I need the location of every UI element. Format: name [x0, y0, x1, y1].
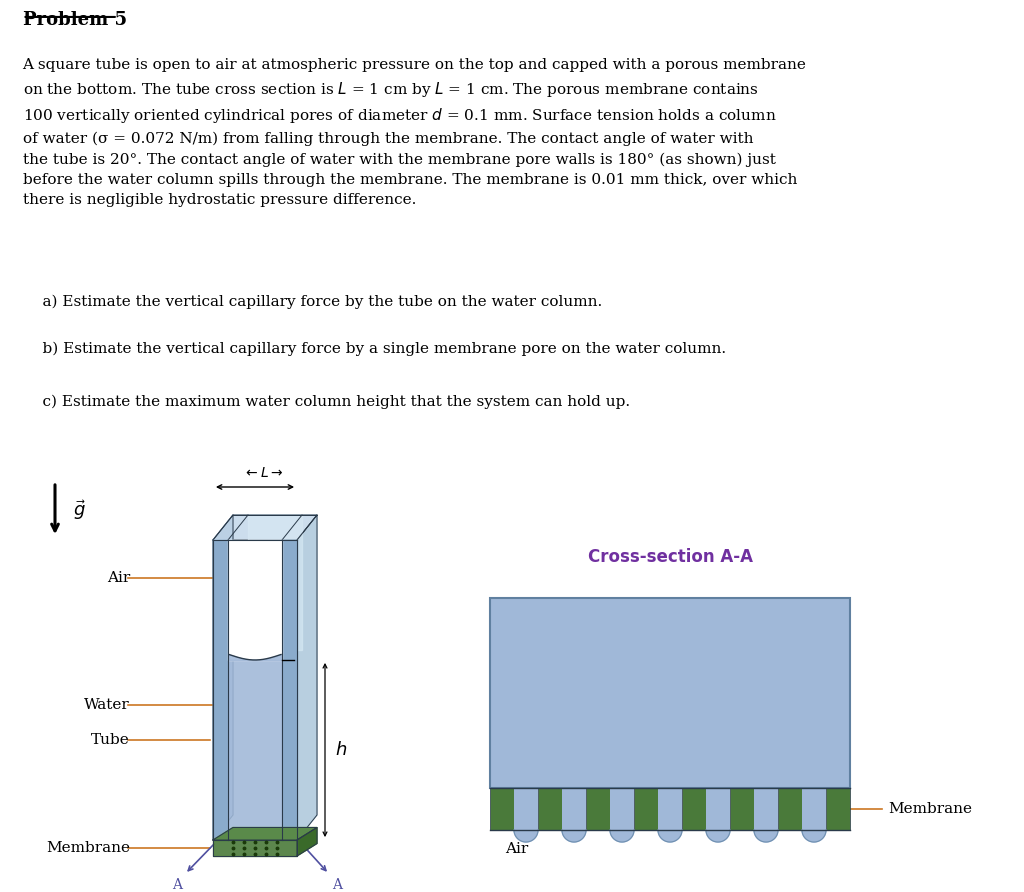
- Polygon shape: [248, 515, 302, 650]
- Text: Water: Water: [84, 698, 130, 712]
- Text: Membrane: Membrane: [888, 802, 972, 816]
- Text: A: A: [332, 878, 342, 892]
- Text: Membrane: Membrane: [46, 841, 130, 855]
- Polygon shape: [610, 830, 634, 842]
- Bar: [802, 788, 826, 830]
- Polygon shape: [297, 515, 317, 840]
- Text: $h$: $h$: [335, 741, 347, 759]
- Polygon shape: [658, 830, 682, 842]
- Text: Cross-section A-A: Cross-section A-A: [588, 548, 753, 566]
- Bar: [730, 788, 754, 830]
- Text: Air: Air: [505, 842, 528, 856]
- Bar: [490, 788, 514, 830]
- Polygon shape: [213, 515, 233, 840]
- Bar: [586, 788, 610, 830]
- Polygon shape: [213, 540, 228, 840]
- Bar: [610, 788, 634, 830]
- Polygon shape: [282, 540, 297, 840]
- Polygon shape: [754, 830, 778, 842]
- Polygon shape: [514, 830, 538, 842]
- Text: $\leftarrow L \rightarrow$: $\leftarrow L \rightarrow$: [243, 466, 284, 480]
- Bar: [658, 788, 682, 830]
- Bar: [826, 788, 850, 830]
- Bar: [490, 598, 850, 788]
- Bar: [538, 788, 562, 830]
- Bar: [706, 788, 730, 830]
- Bar: [562, 788, 586, 830]
- Bar: [754, 788, 778, 830]
- Polygon shape: [228, 660, 282, 840]
- Bar: [634, 788, 658, 830]
- Text: $\vec{g}$: $\vec{g}$: [73, 498, 86, 522]
- Text: A square tube is open to air at atmospheric pressure on the top and capped with : A square tube is open to air at atmosphe…: [23, 58, 807, 207]
- Text: $\rightarrow$$d$$\leftarrow$: $\rightarrow$$d$$\leftarrow$: [506, 736, 548, 751]
- Polygon shape: [213, 515, 317, 540]
- Polygon shape: [213, 828, 317, 840]
- Text: A: A: [172, 878, 182, 892]
- Polygon shape: [562, 830, 586, 842]
- Text: Water: Water: [505, 616, 555, 630]
- Polygon shape: [228, 540, 282, 660]
- Text: Problem 5: Problem 5: [23, 12, 127, 29]
- Bar: [514, 788, 538, 830]
- Text: Air: Air: [106, 571, 130, 585]
- Polygon shape: [706, 830, 730, 842]
- Bar: [682, 788, 706, 830]
- Polygon shape: [297, 828, 317, 856]
- Text: c) Estimate the maximum water column height that the system can hold up.: c) Estimate the maximum water column hei…: [23, 394, 630, 409]
- Polygon shape: [213, 840, 297, 856]
- Text: b) Estimate the vertical capillary force by a single membrane pore on the water : b) Estimate the vertical capillary force…: [23, 342, 726, 356]
- Text: Tube: Tube: [91, 733, 130, 747]
- Bar: [778, 788, 802, 830]
- Polygon shape: [802, 830, 826, 842]
- Text: a) Estimate the vertical capillary force by the tube on the water column.: a) Estimate the vertical capillary force…: [23, 294, 602, 309]
